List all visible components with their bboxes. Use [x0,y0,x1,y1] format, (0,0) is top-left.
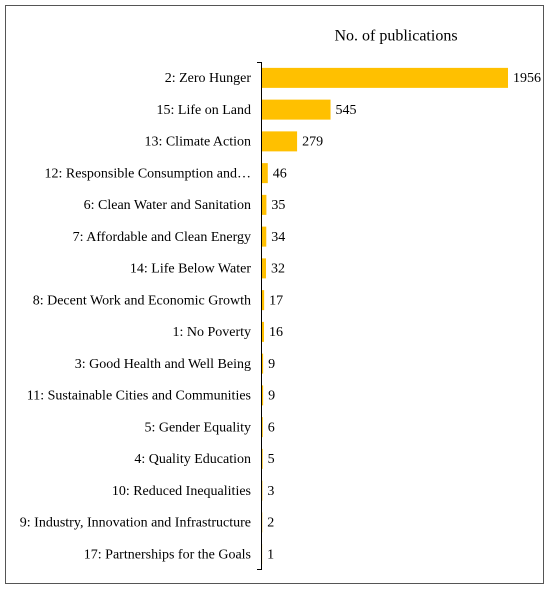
y-tick-label: 9: Industry, Innovation and Infrastructu… [20,516,251,531]
y-tick-label: 7: Affordable and Clean Energy [73,230,251,245]
value-label: 5 [268,452,275,467]
y-tick-label: 14: Life Below Water [130,262,251,277]
value-label: 32 [271,262,285,277]
value-label: 17 [269,293,283,308]
y-tick-label: 15: Life on Land [157,103,251,118]
bar [262,131,298,152]
y-tick-label: 8: Decent Work and Economic Growth [33,293,251,308]
bar [262,417,263,438]
value-label: 2 [267,516,274,531]
bar [262,163,268,184]
value-label: 1956 [513,71,541,86]
bar [262,385,264,406]
bar [262,67,508,88]
value-label: 1 [267,547,274,562]
value-label: 9 [268,357,275,372]
bar [262,290,265,311]
y-tick-label: 11: Sustainable Cities and Communities [27,389,251,404]
bar [262,258,267,279]
value-label: 545 [336,103,357,118]
y-tick-label: 3: Good Health and Well Being [75,357,251,372]
bar [262,321,265,342]
y-tick-label: 6: Clean Water and Sanitation [84,198,251,213]
value-label: 34 [271,230,285,245]
chart-frame [5,5,544,584]
y-tick-label: 4: Quality Education [134,452,251,467]
y-tick-label: 17: Partnerships for the Goals [84,547,251,562]
chart-title: No. of publications [334,28,457,45]
y-tick-label: 13: Climate Action [144,135,251,150]
bar [262,448,263,469]
bar [262,226,267,247]
bar [262,99,331,120]
value-label: 16 [269,325,283,340]
value-label: 3 [267,484,274,499]
y-tick-label: 5: Gender Equality [144,420,251,435]
value-label: 46 [273,166,287,181]
y-tick-label: 2: Zero Hunger [165,71,252,86]
value-label: 279 [302,135,323,150]
y-tick-label: 12: Responsible Consumption and… [45,166,252,181]
value-label: 9 [268,389,275,404]
value-label: 6 [268,420,275,435]
value-label: 35 [271,198,285,213]
y-tick-label: 10: Reduced Inequalities [112,484,251,499]
y-tick-label: 1: No Poverty [172,325,251,340]
bar [262,353,264,374]
bar [262,194,267,215]
